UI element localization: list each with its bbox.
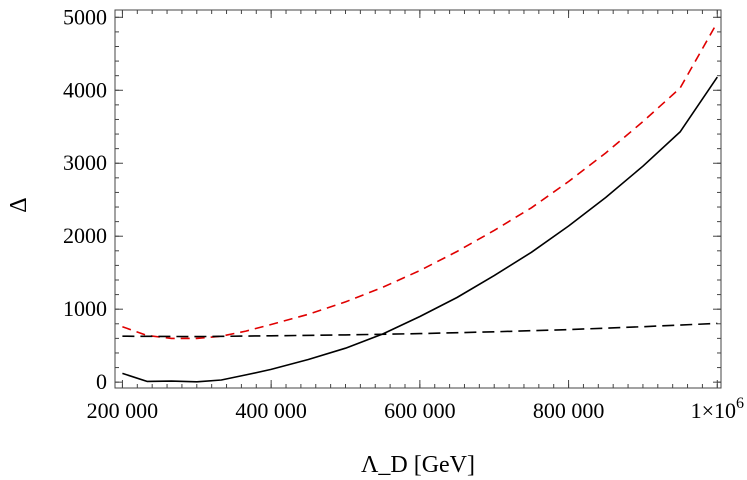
series-line-black-dashed xyxy=(122,322,718,338)
x-tick-label-text: 600 000 xyxy=(384,398,456,423)
series-line-solid-black xyxy=(122,76,718,383)
y-tick-label: 3000 xyxy=(63,150,107,175)
x-tick-label: 400 000 xyxy=(235,398,307,423)
x-tick-label-text: 1×10 xyxy=(691,398,736,423)
x-tick-label-text: 800 000 xyxy=(533,398,605,423)
y-tick-label: 5000 xyxy=(63,4,107,29)
x-axis-title: Λ_D [GeV] xyxy=(361,452,475,478)
series-line-red-dashed xyxy=(122,22,718,340)
x-tick-label: 1×106 xyxy=(691,395,744,423)
major-ticks xyxy=(115,10,721,388)
y-tick-label: 2000 xyxy=(63,223,107,248)
y-tick-label: 0 xyxy=(96,369,107,394)
x-tick-label: 200 000 xyxy=(87,398,159,423)
x-tick-labels: 200 000 400 000 600 000 800 000 1×106 xyxy=(87,395,744,423)
x-tick-label: 600 000 xyxy=(384,398,456,423)
x-axis-title-text: Λ_D [GeV] xyxy=(361,452,475,478)
x-tick-label-text: 400 000 xyxy=(235,398,307,423)
x-tick-label-text: 200 000 xyxy=(87,398,159,423)
y-axis-title-text: Δ xyxy=(6,197,32,212)
x-tick-label-exponent: 6 xyxy=(736,395,744,412)
y-tick-label: 4000 xyxy=(63,77,107,102)
series-layer xyxy=(122,22,718,383)
y-axis-title: Δ xyxy=(6,197,32,212)
x-tick-label: 800 000 xyxy=(533,398,605,423)
minor-ticks xyxy=(115,10,721,388)
y-tick-labels: 0 1000 2000 3000 4000 5000 xyxy=(63,4,107,394)
y-tick-label: 1000 xyxy=(63,296,107,321)
plot-frame xyxy=(114,9,722,389)
